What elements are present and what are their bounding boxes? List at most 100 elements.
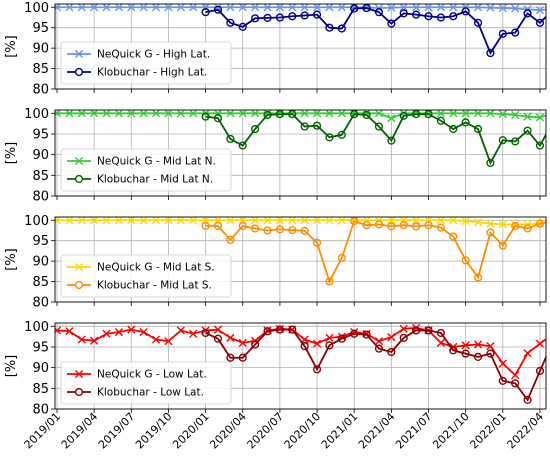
data-point [164, 217, 173, 225]
data-point [102, 110, 111, 118]
series-nequick [55, 217, 546, 229]
data-point [251, 124, 260, 134]
panel-4: 80 85 90 95 100 [%] NeQuick G - Low Lat. Klobuc… [4, 320, 547, 418]
data-point [226, 134, 235, 144]
data-point [288, 4, 297, 12]
x-tick-label: 2020/10 [282, 410, 324, 452]
data-point [449, 217, 458, 225]
data-point [55, 110, 62, 118]
legend-label: NeQuick G - High Lat. [97, 49, 210, 61]
data-point [139, 217, 148, 225]
data-point [55, 4, 62, 12]
legend-marker [74, 280, 84, 290]
y-axis-label: [%] [4, 248, 19, 271]
y-axis-label: [%] [4, 355, 19, 378]
data-point [350, 217, 359, 226]
data-point [213, 114, 223, 123]
data-point [337, 110, 346, 118]
legend-item: Klobuchar - Mid Lat S. [67, 280, 212, 292]
y-tick-label: 100 [24, 1, 49, 16]
data-point [461, 349, 470, 358]
data-point [436, 338, 445, 347]
data-point [337, 253, 346, 262]
legend-label: Klobuchar - Mid Lat N. [97, 174, 213, 186]
data-point [226, 353, 235, 362]
data-point [238, 4, 247, 12]
data-point [275, 217, 284, 225]
data-point [312, 4, 322, 12]
data-point [412, 217, 421, 225]
data-point [201, 326, 210, 335]
data-point [263, 4, 272, 12]
data-point [511, 221, 520, 231]
data-point [251, 110, 260, 118]
legend-box [60, 41, 232, 85]
data-point [535, 366, 545, 376]
data-point [424, 221, 433, 230]
data-point [362, 110, 371, 118]
data-point [189, 110, 198, 118]
data-point [374, 344, 384, 353]
data-point [263, 217, 272, 225]
data-point [374, 337, 384, 346]
x-tick-label: 2022/01 [467, 410, 509, 452]
data-point [226, 217, 235, 225]
data-point [387, 217, 396, 225]
data-point [151, 217, 161, 225]
data-point [436, 328, 445, 338]
data-point [374, 8, 384, 17]
data-point [350, 110, 359, 119]
data-point [238, 141, 247, 150]
data-point [387, 136, 396, 145]
data-point [498, 110, 507, 119]
series-nequick [55, 4, 546, 15]
x-tick-label: 2019/04 [59, 410, 101, 452]
data-point [473, 4, 483, 12]
data-point [164, 4, 173, 12]
data-point [486, 349, 495, 358]
data-point [325, 333, 334, 342]
data-point [127, 325, 136, 334]
data-point [523, 126, 532, 135]
data-point [275, 225, 285, 234]
data-point [151, 335, 161, 344]
data-point [362, 221, 371, 230]
data-point [399, 333, 408, 342]
data-point [486, 158, 495, 168]
data-point [176, 110, 185, 118]
x-tick-label: 2021/01 [319, 410, 361, 452]
data-point [263, 110, 272, 120]
data-point [473, 124, 483, 134]
data-point [412, 326, 421, 335]
data-point [325, 133, 334, 142]
data-point [263, 327, 272, 336]
data-point [498, 4, 507, 13]
data-point [337, 334, 346, 343]
y-tick-label: 85 [32, 169, 49, 184]
legend-box [60, 361, 232, 405]
data-point [511, 379, 520, 388]
data-point [176, 217, 185, 225]
data-point [300, 342, 309, 351]
plot-frame [54, 109, 547, 197]
data-point [436, 116, 445, 125]
data-point [424, 326, 433, 335]
y-axis-label: [%] [4, 35, 19, 58]
data-point [498, 376, 507, 385]
legend: NeQuick G - Mid Lat S. Klobuchar - Mid La… [60, 254, 232, 298]
data-point [523, 349, 532, 358]
data-point [226, 235, 235, 244]
data-point [114, 328, 124, 337]
series-klobuchar [201, 217, 546, 286]
data-point [55, 217, 62, 225]
y-tick-label: 90 [32, 361, 49, 376]
data-point [337, 4, 346, 12]
data-point [436, 223, 445, 232]
data-point [77, 217, 86, 225]
data-point [461, 256, 470, 265]
data-point [226, 110, 235, 118]
data-point [449, 4, 458, 12]
legend-box [60, 148, 232, 192]
legend-item: Klobuchar - Low Lat. [67, 387, 204, 399]
